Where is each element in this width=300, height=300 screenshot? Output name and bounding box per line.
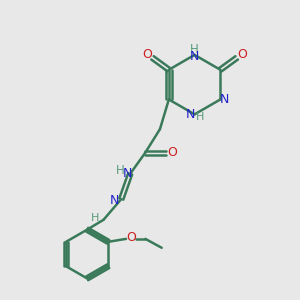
- Text: N: N: [110, 194, 119, 207]
- Text: N: N: [122, 167, 132, 180]
- Text: O: O: [237, 48, 247, 62]
- Text: H: H: [196, 112, 204, 122]
- Text: N: N: [190, 50, 199, 63]
- Text: N: N: [185, 108, 195, 121]
- Text: O: O: [142, 48, 152, 62]
- Text: H: H: [190, 43, 199, 56]
- Text: O: O: [127, 231, 136, 244]
- Text: H: H: [91, 213, 99, 224]
- Text: O: O: [167, 146, 177, 160]
- Text: H: H: [116, 164, 125, 177]
- Text: N: N: [220, 93, 230, 106]
